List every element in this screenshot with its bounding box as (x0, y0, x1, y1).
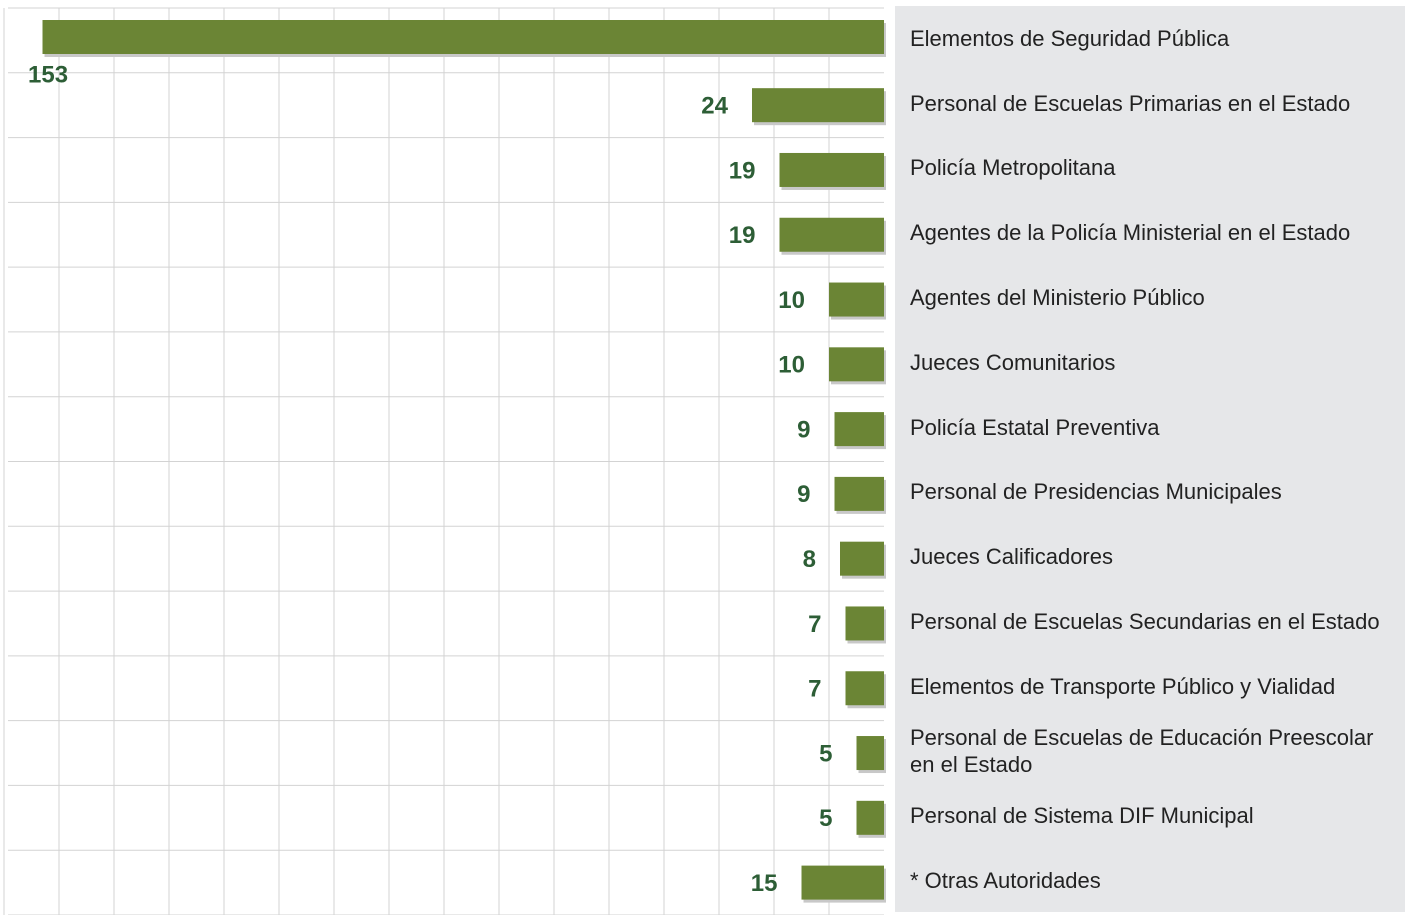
category-label: Elementos de Transporte Público y Vialid… (910, 654, 1400, 719)
value-label: 24 (701, 93, 728, 120)
bar (801, 865, 884, 900)
bar (834, 412, 884, 447)
category-text: Personal de Escuelas Primarias en el Est… (910, 90, 1351, 116)
bar (840, 541, 884, 576)
category-label: Personal de Escuelas Secundarias en el E… (910, 589, 1400, 654)
value-label: 7 (808, 611, 821, 638)
value-label: 5 (819, 805, 832, 832)
bar (856, 800, 884, 835)
value-label: 9 (797, 416, 810, 443)
category-label: Personal de Escuelas Primarias en el Est… (910, 71, 1400, 136)
category-text: Jueces Calificadores (910, 544, 1113, 570)
value-label: 7 (808, 676, 821, 703)
value-label: 153 (28, 61, 68, 88)
category-label: Jueces Comunitarios (910, 330, 1400, 395)
value-label: 8 (803, 546, 816, 573)
category-label: Agentes de la Policía Ministerial en el … (910, 200, 1400, 265)
value-label: 10 (778, 287, 805, 314)
category-text: Personal de Escuelas Secundarias en el E… (910, 608, 1380, 634)
category-label: * Otras Autoridades (910, 848, 1400, 913)
value-label: 19 (729, 222, 756, 249)
value-label: 5 (819, 740, 832, 767)
bar (845, 671, 884, 706)
category-text: Jueces Comunitarios (910, 349, 1116, 375)
category-text: Agentes del Ministerio Público (910, 285, 1205, 311)
category-label: Personal de Escuelas de Educación Preesc… (910, 719, 1400, 784)
category-text: Personal de Sistema DIF Municipal (910, 803, 1254, 829)
category-text: Elementos de Seguridad Pública (910, 25, 1230, 51)
category-label: Policía Metropolitana (910, 136, 1400, 201)
bar (856, 736, 884, 771)
value-label: 9 (797, 481, 810, 508)
category-text: Elementos de Transporte Público y Vialid… (910, 673, 1336, 699)
bar (779, 152, 884, 187)
category-text: * Otras Autoridades (910, 868, 1101, 894)
bar (834, 476, 884, 511)
category-label: Personal de Presidencias Municipales (910, 460, 1400, 525)
bar (42, 20, 884, 54)
category-label: Policía Estatal Preventiva (910, 395, 1400, 460)
category-text: Personal de Presidencias Municipales (910, 479, 1282, 505)
value-label: 10 (778, 352, 805, 379)
bar (829, 347, 884, 382)
value-label: 15 (751, 870, 778, 897)
category-text: Policía Metropolitana (910, 155, 1116, 181)
category-text: Agentes de la Policía Ministerial en el … (910, 220, 1351, 246)
value-label: 19 (729, 157, 756, 184)
bar (829, 282, 884, 317)
bar (779, 217, 884, 252)
category-label: Agentes del Ministerio Público (910, 265, 1400, 330)
category-text: Personal de Escuelas de Educación Preesc… (910, 725, 1374, 778)
bar (752, 88, 884, 123)
category-label: Personal de Sistema DIF Municipal (910, 783, 1400, 848)
category-label: Jueces Calificadores (910, 524, 1400, 589)
category-text: Policía Estatal Preventiva (910, 414, 1160, 440)
label-panel (895, 6, 1405, 912)
bar (845, 606, 884, 641)
category-label: Elementos de Seguridad Pública (910, 6, 1400, 71)
